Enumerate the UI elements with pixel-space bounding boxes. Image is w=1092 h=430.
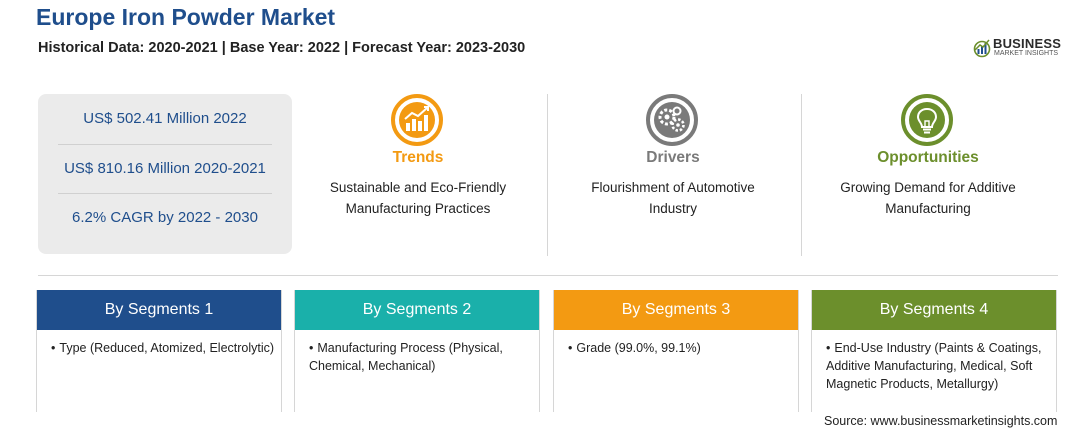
logo-tagline: MARKET INSIGHTS [994,50,1059,57]
market-stats-panel: US$ 502.41 Million 2022 US$ 810.16 Milli… [38,94,292,254]
opportunities-section: Opportunities Growing Demand for Additiv… [803,94,1053,254]
divider [801,94,802,256]
segment-header-3: By Segments 3 [554,290,798,330]
divider [58,144,272,145]
drivers-title: Drivers [646,149,700,166]
divider [58,193,272,194]
page-title: Europe Iron Powder Market [36,4,336,30]
bullet-icon: • [568,341,573,355]
stat-cagr: 6.2% CAGR by 2022 - 2030 [72,209,258,226]
divider [547,94,548,256]
lightbulb-icon [901,94,953,146]
opportunities-title: Opportunities [877,149,979,166]
segment-card-3: By Segments 3 • Grade (99.0%, 99.1%) [553,290,799,412]
segment-card-2: By Segments 2 • Manufacturing Process (Ph… [294,290,540,412]
bullet-icon: • [826,341,831,355]
segment-list-item: • Type (Reduced, Atomized, Electrolytic) [37,330,281,357]
trends-text: Sustainable and Eco-Friendly Manufacturi… [329,180,507,216]
logo-wordmark: BUSINESS [993,36,1062,51]
stat-market-size-historical: US$ 810.16 Million 2020-2021 [64,160,266,177]
segment-header-1: By Segments 1 [37,290,281,330]
drivers-text: Flourishment of Automotive Industry [591,180,755,216]
page-subtitle: Historical Data: 2020-2021 | Base Year: … [38,40,526,56]
trends-title: Trends [392,149,444,166]
segment-item-text: Grade (99.0%, 99.1%) [576,341,701,355]
gears-icon [646,94,698,146]
segment-list-item: • End-Use Industry (Paints & Coatings, Ad… [812,330,1056,393]
source-credit: Source: www.businessmarketinsights.com [824,414,1058,428]
opportunities-text: Growing Demand for Additive Manufacturin… [840,180,1016,216]
trends-section: Trends Sustainable and Eco-Friendly Manu… [293,94,543,254]
chart-up-icon [391,94,443,146]
divider [38,275,1058,276]
bullet-icon: • [51,341,56,355]
segment-card-1: By Segments 1 • Type (Reduced, Atomized, … [36,290,282,412]
stat-market-size-2022: US$ 502.41 Million 2022 [83,110,247,127]
logo-globe-icon [973,39,991,58]
segment-list-item: • Grade (99.0%, 99.1%) [554,330,798,357]
segment-header-4: By Segments 4 [812,290,1056,330]
bullet-icon: • [309,341,314,355]
segment-card-4: By Segments 4 • End-Use Industry (Paints … [811,290,1057,412]
segment-header-2: By Segments 2 [295,290,539,330]
drivers-section: Drivers Flourishment of Automotive Indus… [548,94,798,254]
segment-item-text: End-Use Industry (Paints & Coatings, Add… [826,341,1042,391]
segment-item-text: Manufacturing Process (Physical, Chemica… [309,341,503,373]
brand-logo: BUSINESS MARKET INSIGHTS [973,36,1063,60]
segment-list-item: • Manufacturing Process (Physical, Chemic… [295,330,539,375]
segment-item-text: Type (Reduced, Atomized, Electrolytic) [59,341,275,355]
